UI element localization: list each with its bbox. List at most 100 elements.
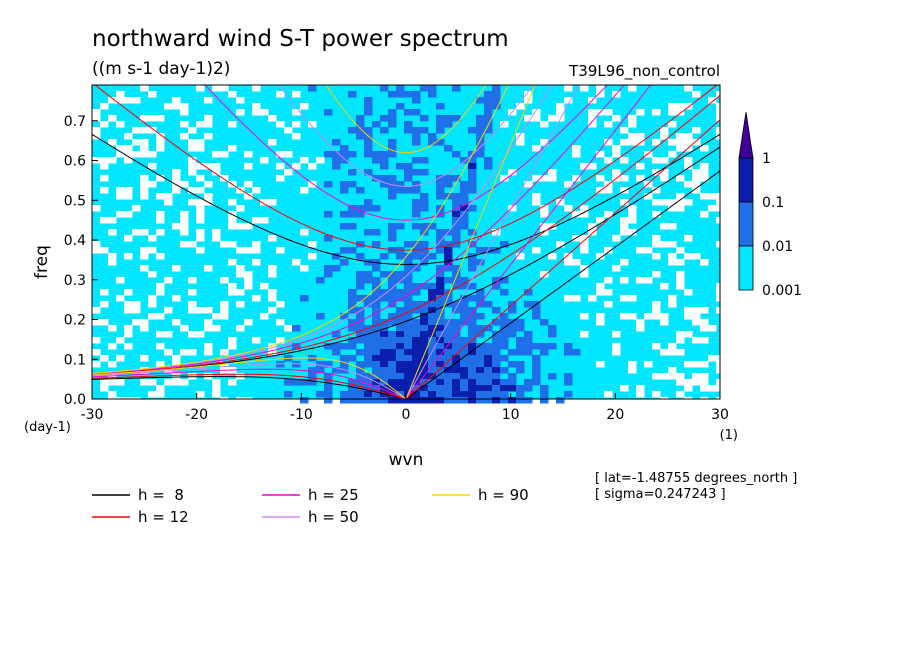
shading-cell	[236, 223, 245, 230]
kelvin-curve	[405, 85, 652, 399]
shading-cell	[244, 277, 253, 284]
shading-cell	[524, 181, 533, 188]
shading-cell	[476, 349, 485, 356]
shading-cell	[164, 349, 173, 356]
shading-cell	[420, 157, 429, 164]
shading-cell	[196, 331, 205, 338]
shading-cell	[476, 361, 485, 368]
shading-cell	[396, 349, 405, 356]
shading-cell	[292, 343, 301, 350]
shading-cell	[92, 133, 101, 140]
shading-cell	[332, 157, 341, 164]
shading-cell	[572, 145, 581, 152]
shading-cell	[372, 355, 381, 362]
shading-cell	[468, 295, 477, 302]
shading-cell	[156, 331, 165, 338]
shading-cell	[428, 319, 437, 326]
shading-cell	[660, 133, 669, 140]
shading-cell	[404, 397, 413, 404]
shading-cell	[164, 331, 173, 338]
shading-cell	[508, 349, 517, 356]
shading-cell	[532, 343, 541, 350]
shading-cell	[396, 373, 405, 380]
shading-cell	[428, 301, 437, 308]
shading-cell	[244, 283, 253, 290]
shading-cell	[124, 289, 133, 296]
y-tick-label: 0.0	[64, 392, 86, 408]
shading-cell	[468, 265, 477, 272]
rossby-curve	[92, 362, 407, 399]
shading-cell	[436, 229, 445, 236]
shading-cell	[476, 397, 485, 404]
shading-cell	[404, 307, 413, 314]
shading-cell	[404, 349, 413, 356]
shading-cell	[364, 277, 373, 284]
shading-cell	[452, 319, 461, 326]
shading-cell	[204, 121, 213, 128]
shading-cell	[444, 175, 453, 182]
shading-cell	[372, 151, 381, 158]
shading-cell	[476, 139, 485, 146]
shading-cell	[188, 307, 197, 314]
shading-cell	[324, 361, 333, 368]
shading-cell	[644, 151, 653, 158]
shading-cell	[516, 133, 525, 140]
shading-cell	[140, 139, 149, 146]
shading-cell	[668, 223, 677, 230]
shading-cell	[228, 223, 237, 230]
shading-cell	[140, 319, 149, 326]
shading-cell	[388, 223, 397, 230]
shading-cell	[364, 145, 373, 152]
shading-cell	[468, 313, 477, 320]
shading-cell	[452, 193, 461, 200]
shading-cell	[108, 253, 117, 260]
shading-cell	[596, 85, 605, 92]
shading-cell	[628, 229, 637, 236]
shading-cell	[412, 307, 421, 314]
shading-cell	[452, 397, 461, 404]
shading-cell	[396, 163, 405, 170]
shading-cell	[620, 313, 629, 320]
shading-cell	[380, 331, 389, 338]
sigma-note: [ sigma=0.247243 ]	[595, 487, 726, 502]
shading-cell	[620, 295, 629, 302]
shading-cell	[628, 211, 637, 218]
shading-cell	[652, 391, 661, 398]
shading-cell	[348, 325, 357, 332]
shading-cell	[444, 253, 453, 260]
inertio-gravity-curve	[204, 85, 608, 221]
shading-cell	[452, 343, 461, 350]
shading-cell	[372, 325, 381, 332]
shading-cell	[188, 331, 197, 338]
shading-cell	[412, 109, 421, 116]
shading-cell	[444, 343, 453, 350]
shading-cell	[356, 277, 365, 284]
shading-cell	[492, 229, 501, 236]
shading-cell	[508, 307, 517, 314]
shading-cell	[636, 163, 645, 170]
shading-cell	[388, 283, 397, 290]
inertio-gravity-curve	[94, 85, 718, 251]
shading-cell	[540, 343, 549, 350]
shading-cell	[364, 301, 373, 308]
shading-cell	[500, 391, 509, 398]
shading-cell	[108, 259, 117, 266]
shading-cell	[268, 307, 277, 314]
shading-cell	[548, 325, 557, 332]
inertio-gravity-curve	[278, 85, 534, 187]
shading-cell	[484, 109, 493, 116]
shading-cell	[220, 277, 229, 284]
shading-cell	[412, 91, 421, 98]
colorbar-segment	[738, 245, 754, 291]
shading-cell	[316, 157, 325, 164]
shading-cell	[204, 349, 213, 356]
shading-cell	[396, 355, 405, 362]
shading-cell	[380, 349, 389, 356]
shading-cell	[284, 151, 293, 158]
shading-cell	[324, 385, 333, 392]
shading-cell	[132, 397, 141, 404]
shading-cell	[316, 361, 325, 368]
shading-cell	[668, 121, 677, 128]
shading-cell	[428, 85, 437, 92]
shading-cell	[172, 175, 181, 182]
